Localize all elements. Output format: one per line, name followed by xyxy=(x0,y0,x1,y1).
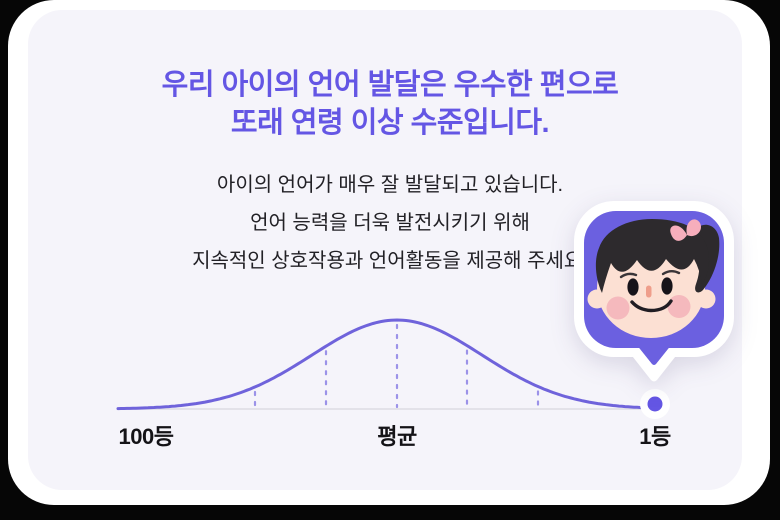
title-line-2: 또래 연령 이상 수준입니다. xyxy=(230,107,550,139)
description-line: 지속적인 상호작용과 언어활동을 제공해 주세요. xyxy=(192,250,588,272)
title-line-1: 우리 아이의 언어 발달은 우수한 편으로 xyxy=(161,69,619,101)
girl-face-avatar-icon xyxy=(587,219,720,338)
axis-label-mean: 평균 xyxy=(377,424,417,449)
description-line: 언어 능력을 더욱 발전시키기 위해 xyxy=(250,212,530,234)
child-avatar-bubble xyxy=(574,201,734,382)
description-text: 아이의 언어가 매우 잘 발달되고 있습니다. 언어 능력을 더욱 발전시키기 … xyxy=(0,166,780,280)
page-title: 우리 아이의 언어 발달은 우수한 편으로 또래 연령 이상 수준입니다. xyxy=(0,66,780,142)
axis-label-1st: 1등 xyxy=(639,424,671,449)
axis-label-100: 100등 xyxy=(118,424,174,449)
description-line: 아이의 언어가 매우 잘 발달되고 있습니다. xyxy=(216,174,564,196)
